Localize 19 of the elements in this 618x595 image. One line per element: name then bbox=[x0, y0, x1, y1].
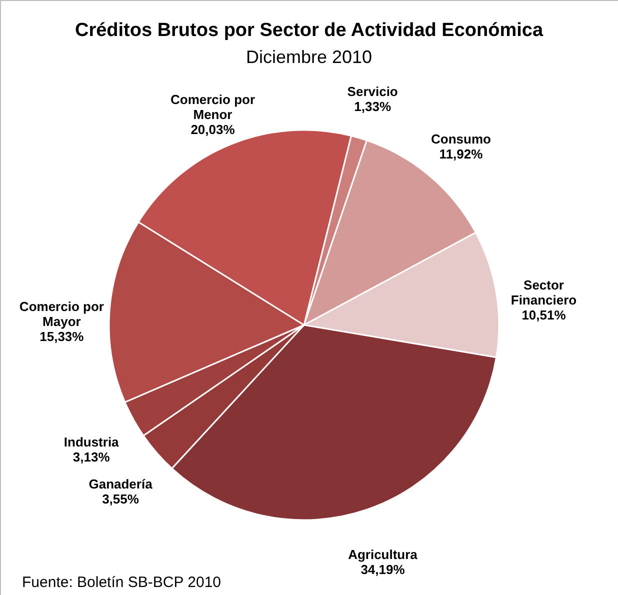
slice-label: Servicio bbox=[347, 84, 398, 99]
data-label: 15,33% bbox=[40, 328, 84, 344]
data-label: 3,13% bbox=[72, 450, 110, 465]
source-note: Fuente: Boletín SB-BCP 2010 bbox=[22, 574, 222, 591]
slice-label: Comercio por Mayor bbox=[19, 298, 104, 329]
slice-label: Consumo bbox=[431, 132, 492, 147]
data-label: 34,19% bbox=[360, 562, 406, 577]
data-label: 1,33% bbox=[354, 98, 392, 114]
chart-title: Créditos Brutos por Sector de Actividad Económica bbox=[74, 20, 544, 41]
data-label: 20,03% bbox=[190, 122, 236, 137]
slice-label: Comercio por Menor bbox=[170, 92, 255, 122]
slice-label: Ganadería bbox=[88, 476, 154, 492]
chart-subtitle: Diciembre 2010 bbox=[246, 47, 372, 67]
slice-label: Industria bbox=[64, 434, 120, 450]
data-label: 3,55% bbox=[102, 491, 140, 506]
slice-label: Agricultura bbox=[348, 546, 418, 562]
data-label: 11,92% bbox=[439, 146, 484, 162]
data-label: 10,51% bbox=[522, 307, 566, 322]
slice-label: Sector Financiero bbox=[510, 277, 577, 308]
